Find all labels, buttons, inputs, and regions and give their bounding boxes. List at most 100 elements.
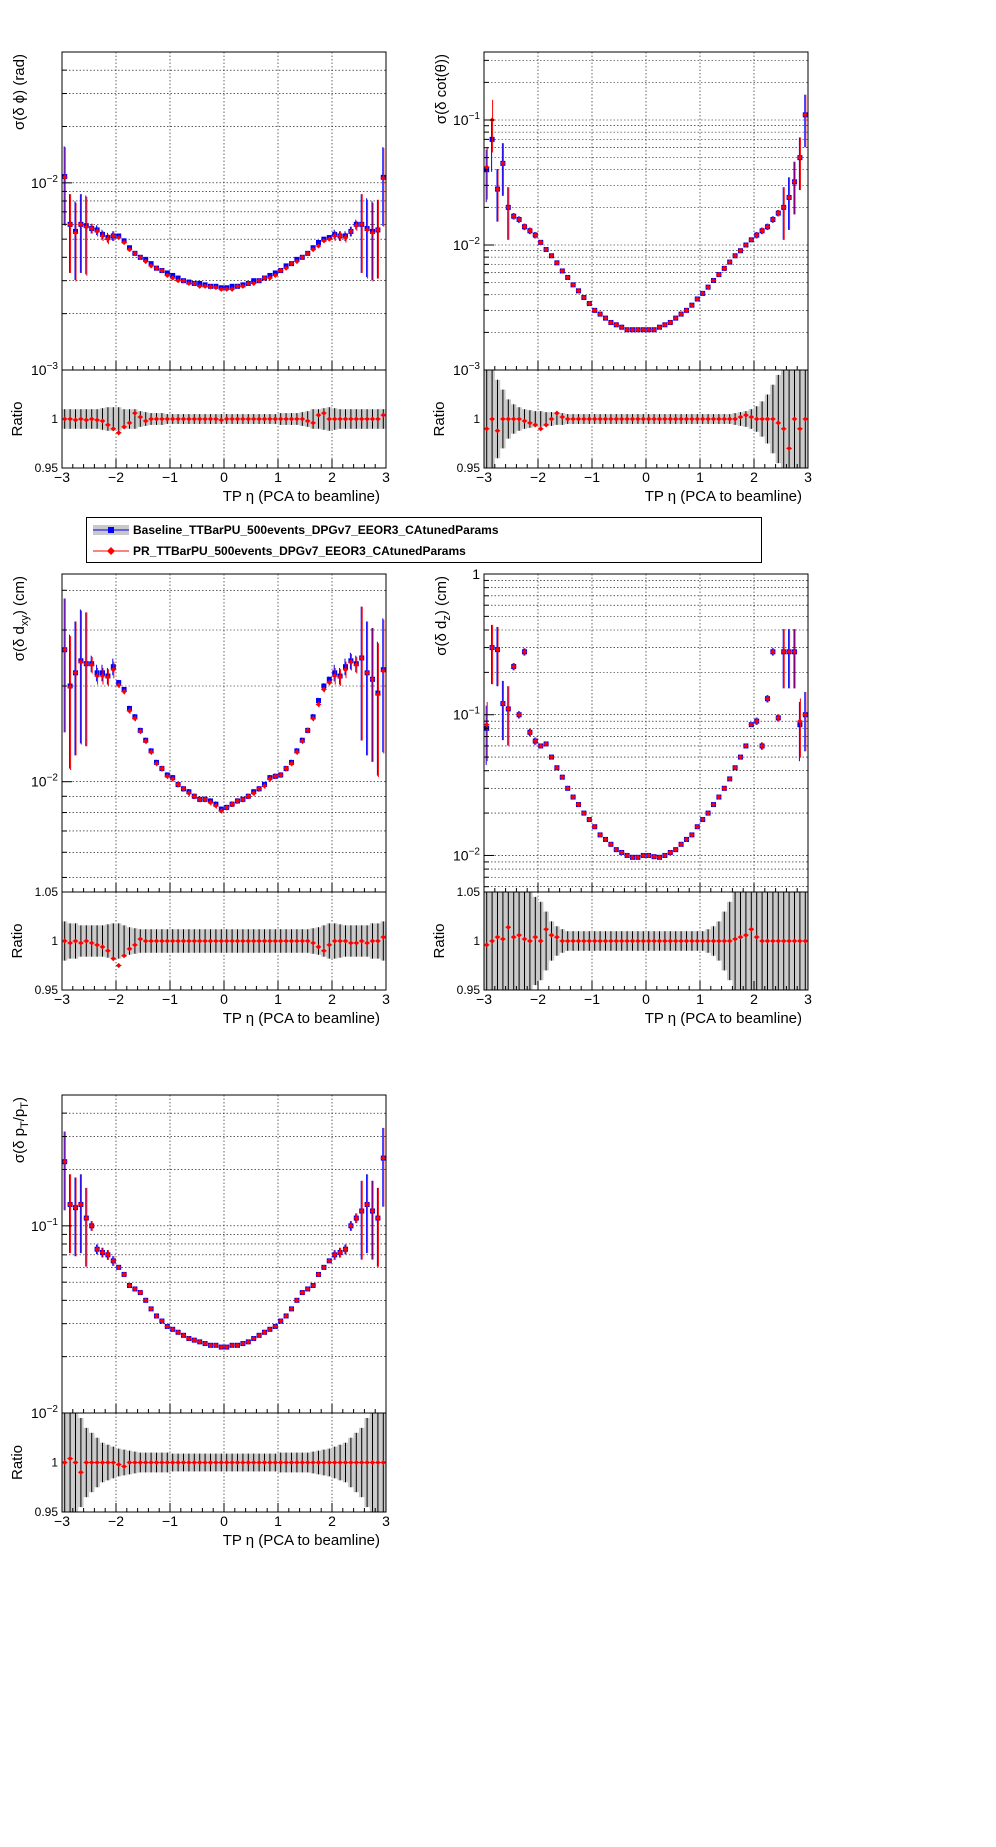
pr-point [759,743,765,749]
pr-point [229,1342,235,1348]
pr-point [348,659,354,665]
pr-point [137,728,143,734]
ratio-point [565,416,571,422]
pr-point [802,112,808,118]
pr-point [538,743,544,749]
ratio-point [375,938,381,944]
ratio-point [532,422,538,428]
pr-point [299,738,305,744]
ratio-point [175,938,181,944]
ratio-tick-label: 1 [51,412,58,426]
ratio-point [694,938,700,944]
ratio-point [191,416,197,422]
ratio-point [353,1459,359,1466]
pr-point [272,773,278,779]
ratio-point [137,414,143,420]
pr-point [116,682,122,688]
pr-point [484,164,490,170]
ratio-point [786,445,792,451]
ratio-point [629,938,636,944]
baseline-point [321,683,327,689]
pr-point [721,785,727,791]
ratio-point [83,1459,89,1466]
pr-point [548,754,555,760]
ratio-point [332,1459,338,1466]
y-tick-label: 1 [472,566,480,582]
pr-point [315,1271,322,1278]
ratio-point [554,934,560,940]
pr-point [337,674,343,680]
ratio-point [527,938,533,944]
ratio-point [489,938,495,944]
pr-point [348,228,354,235]
pr-point [224,286,230,292]
ratio-point [651,416,657,422]
pr-point [278,772,284,778]
ratio-point [516,416,522,422]
ratio-point [153,938,160,944]
ratio-point [759,938,765,944]
x-tick-label: 1 [274,469,282,485]
pr-point [272,272,278,279]
ratio-point [764,416,771,422]
pr-point [202,1340,208,1347]
pr-point [646,852,652,859]
ratio-point [321,410,327,416]
ratio-point [770,416,776,422]
ratio-point [170,938,176,944]
pr-point [635,327,641,333]
ratio-point [500,416,506,422]
ratio-point [732,936,738,942]
ratio-point [565,938,571,944]
y-axis-title: σ(δ pT/pT) [11,1097,31,1163]
panel-3: −3 −2 −1 0 1 2 3 10−2 1.05 1 0.95 σ(δ dxy) (cm) Rati… [9,573,390,1027]
pr-point [245,280,251,287]
ratio-point [261,938,268,944]
ratio-point [283,416,289,422]
ratio-point [705,938,711,944]
ratio-point [797,426,803,432]
pr-point [256,1332,262,1338]
ratio-point [380,1459,386,1466]
ratio-point [743,932,749,938]
pr-point [326,1258,332,1264]
pr-point [380,668,386,674]
ratio-point [272,938,278,944]
ratio-point [721,416,727,422]
ratio-point [359,1459,365,1466]
pr-point [126,1282,133,1289]
ratio-point [305,938,311,944]
ratio-point [348,940,354,946]
pr-point [380,1155,386,1161]
ratio-point [380,934,386,940]
ratio-point [732,416,738,422]
ratio-point [364,940,370,946]
ratio-point [310,940,316,946]
pr-point [570,794,576,800]
ratio-point [78,1469,84,1475]
x-tick-label: 1 [696,991,704,1007]
ratio-point [635,416,641,422]
pr-point [229,801,235,807]
pr-point [754,718,760,724]
ratio-point [218,417,224,423]
pr-point [121,689,127,695]
pr-point [94,673,100,679]
panel-1: −3 −2 −1 0 1 2 3 10−2 10−3 1 0.95 σ(δ ϕ) (rad) Ratio… [9,51,390,505]
ratio-point [83,938,89,944]
ratio-point [62,938,68,944]
ratio-point [353,940,359,946]
ratio-point [207,1459,214,1466]
pr-point [126,708,133,714]
x-axis-title: TP η (PCA to beamline) [223,1532,380,1549]
pr-point [234,283,241,289]
pr-point [375,227,381,233]
pr-point [353,223,359,229]
x-tick-label: −1 [162,1513,178,1529]
pr-point [153,1313,160,1319]
ratio-point [299,1459,305,1466]
pr-point [99,233,106,239]
pr-point [143,258,149,265]
pr-point [240,796,246,802]
pr-point [369,230,376,236]
